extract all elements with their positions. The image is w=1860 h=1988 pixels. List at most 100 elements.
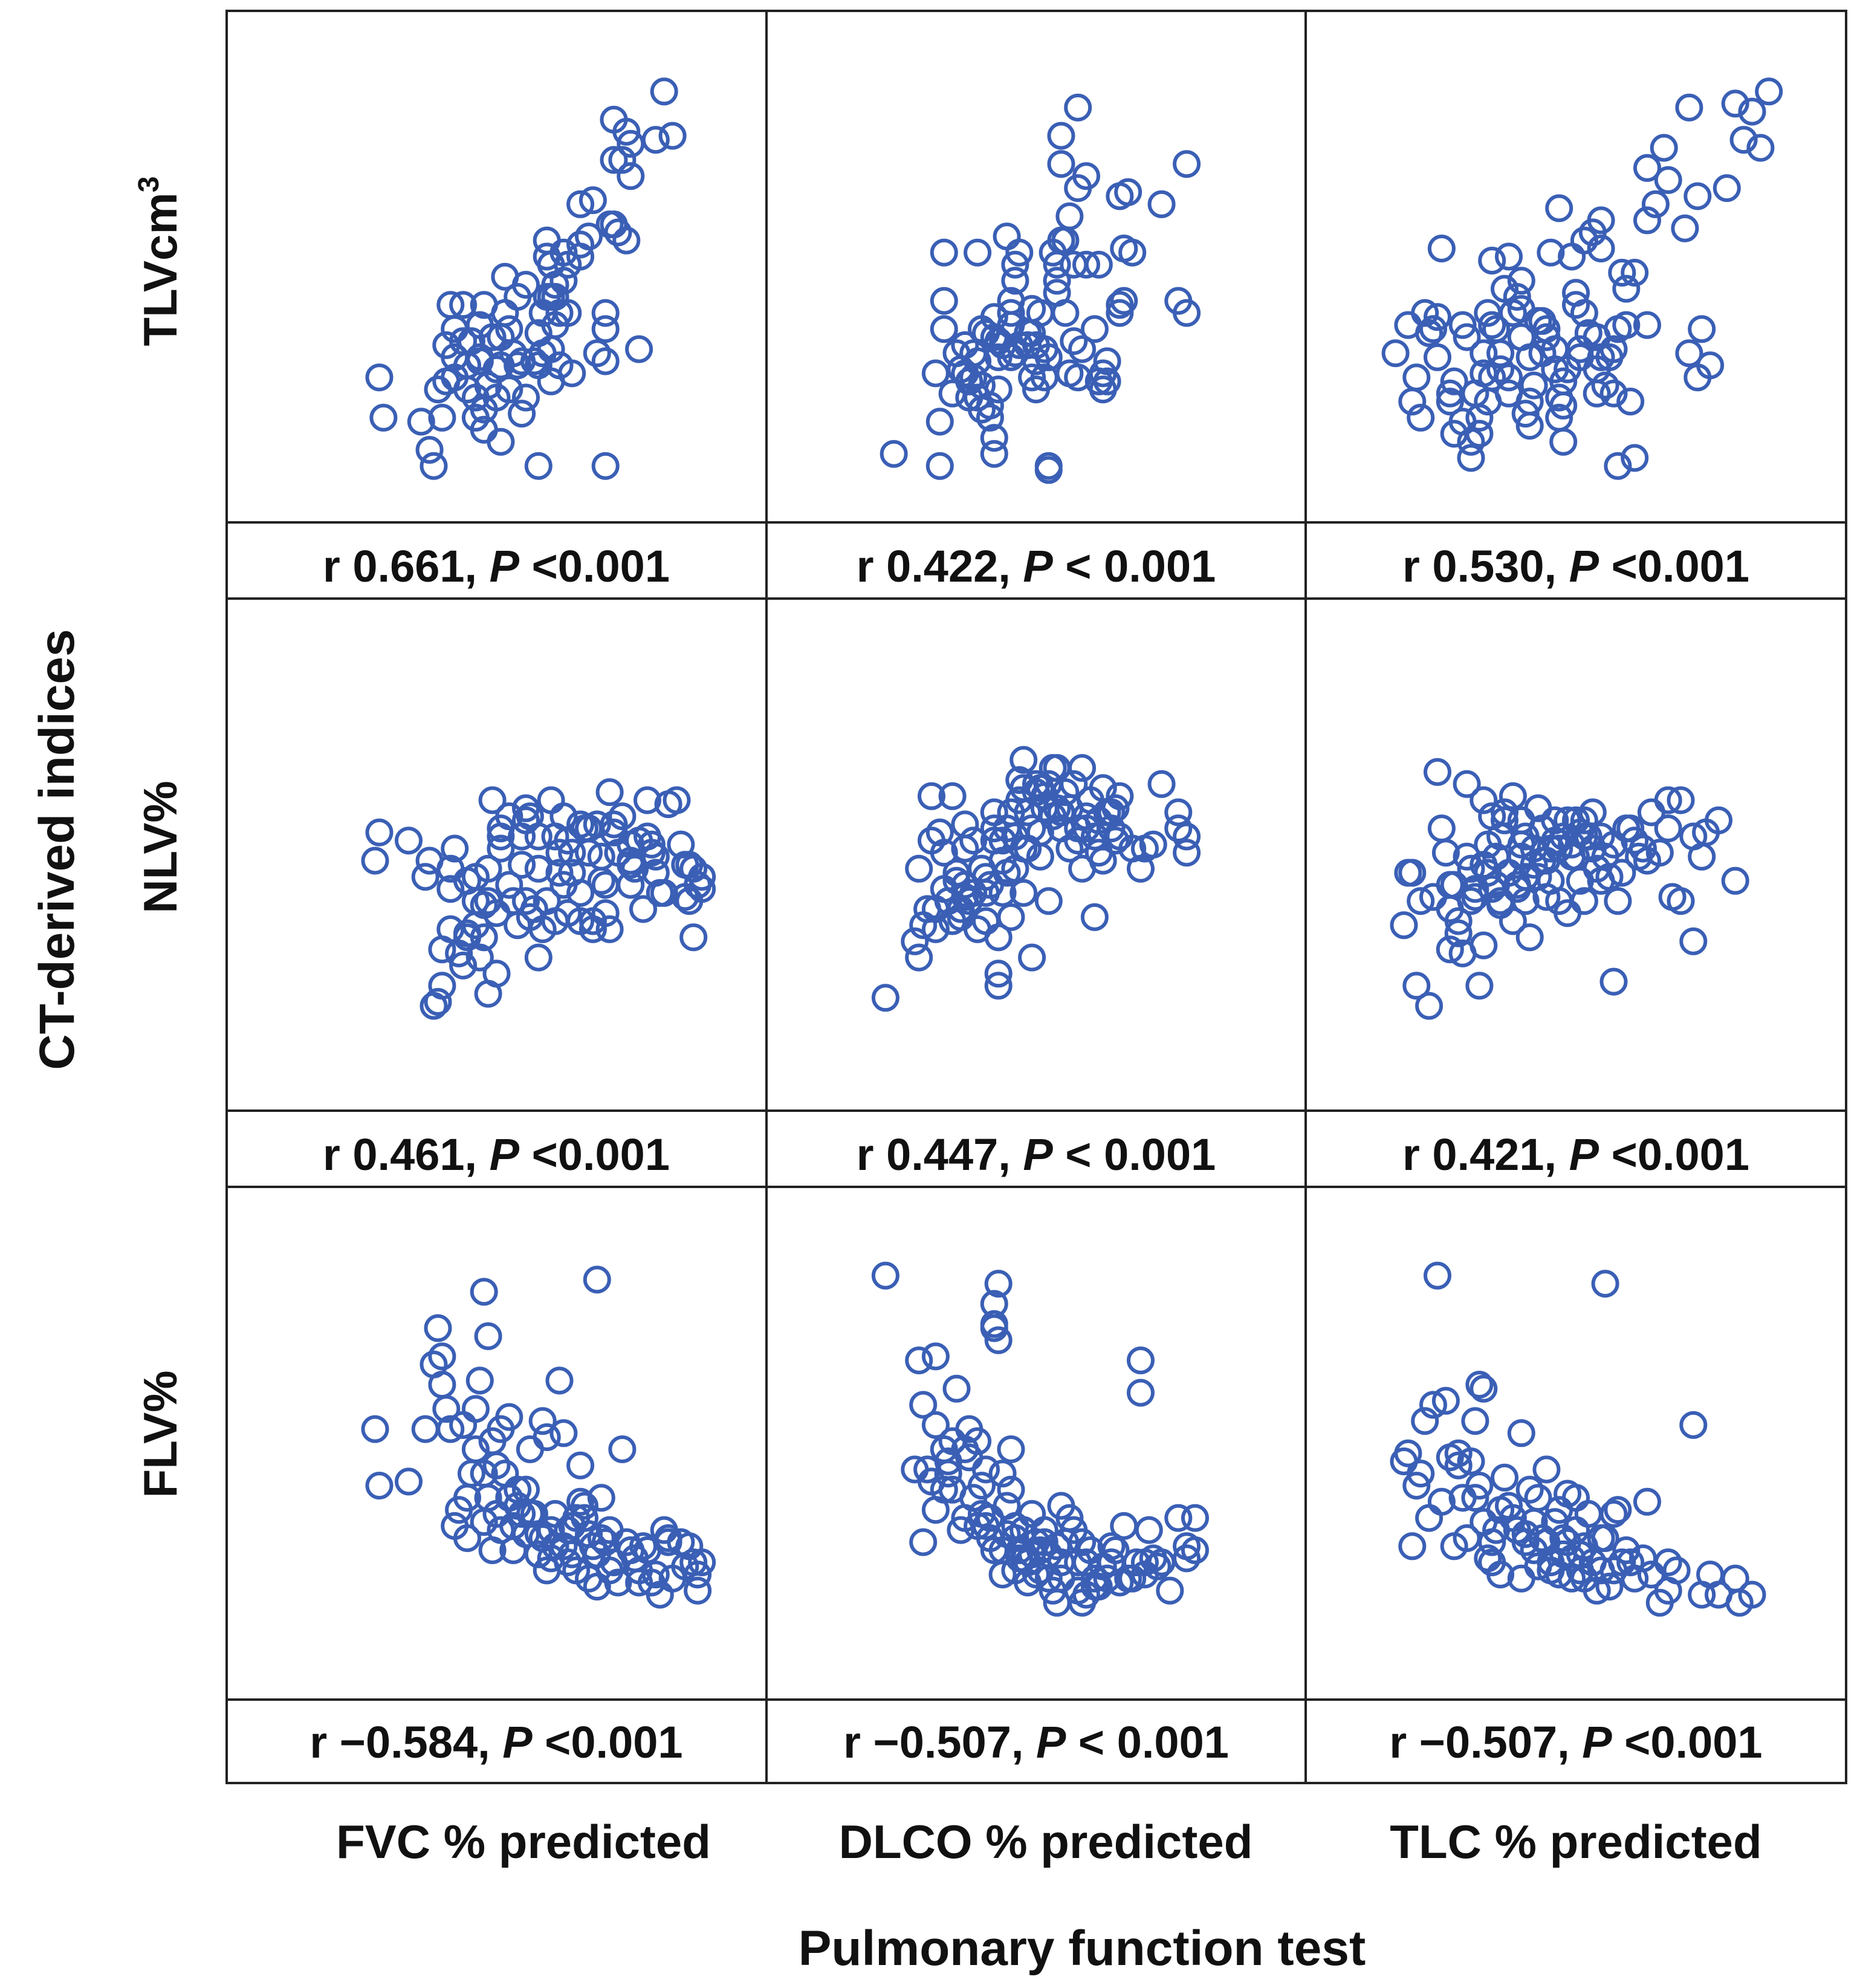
data-point: [578, 186, 607, 215]
data-point: [1679, 1411, 1708, 1439]
data-point: [1018, 363, 1046, 392]
data-point: [1583, 379, 1611, 408]
data-point: [909, 1528, 938, 1556]
data-point: [595, 778, 624, 807]
data-point: [1465, 972, 1494, 1000]
data-point: [1181, 1536, 1209, 1564]
data-point: [1014, 331, 1042, 359]
data-point: [1127, 1379, 1155, 1407]
stat-label: r 0.421, P <0.001: [1402, 1129, 1749, 1180]
data-point: [1578, 798, 1607, 827]
col-label-dlco: DLCO % predicted: [839, 1815, 1253, 1868]
data-point: [365, 818, 394, 846]
data-point: [465, 1366, 494, 1395]
data-point: [1072, 250, 1100, 279]
data-point: [1583, 1576, 1611, 1605]
data-point: [420, 452, 448, 480]
data-point: [1713, 174, 1741, 203]
data-point: [925, 408, 954, 436]
data-point: [395, 827, 423, 855]
data-point: [1080, 903, 1109, 931]
data-point: [369, 403, 398, 432]
data-point: [1440, 367, 1468, 395]
data-point: [512, 887, 540, 915]
data-point: [1457, 444, 1485, 472]
stat-label: r −0.584, P <0.001: [309, 1717, 682, 1767]
data-point: [533, 1423, 561, 1451]
data-point: [1608, 859, 1636, 887]
data-point: [612, 226, 641, 255]
data-point: [637, 830, 666, 859]
row-label-tlv: TLVcm3: [133, 177, 187, 346]
data-point: [474, 1322, 502, 1350]
data-point: [1511, 887, 1540, 915]
data-point: [905, 854, 933, 883]
data-point: [482, 1451, 511, 1480]
data-point: [1721, 866, 1749, 895]
data-point: [1461, 1407, 1489, 1435]
data-point: [641, 1561, 670, 1589]
data-point: [951, 834, 979, 863]
data-point: [650, 77, 678, 106]
data-point: [1650, 134, 1678, 162]
data-point: [625, 1568, 653, 1597]
data-point: [1444, 919, 1473, 947]
data-point: [1599, 379, 1628, 408]
data-point: [938, 782, 967, 810]
scatter-panel-flv-tlc: [1390, 1261, 1766, 1617]
data-point: [1591, 371, 1619, 400]
data-point: [1604, 887, 1632, 915]
data-point: [1055, 202, 1084, 230]
data-point: [1495, 1492, 1523, 1520]
data-point: [1491, 1463, 1518, 1492]
data-point: [1097, 798, 1126, 827]
data-point: [424, 1314, 452, 1342]
data-point: [428, 972, 456, 1000]
data-point: [566, 230, 595, 259]
data-point: [591, 899, 620, 927]
data-point: [566, 1487, 595, 1516]
data-point: [1621, 444, 1649, 472]
data-point: [600, 146, 628, 174]
data-point: [591, 299, 620, 327]
data-point: [1499, 907, 1527, 935]
y-axis-title: CT-derived indices: [30, 629, 85, 1070]
data-point: [504, 351, 532, 380]
data-point: [1537, 238, 1565, 267]
data-point: [583, 339, 611, 368]
data-point: [587, 866, 615, 895]
data-point: [625, 335, 653, 363]
scatter-panel-nlv-tlc: [1390, 758, 1749, 1020]
data-point: [1436, 935, 1464, 964]
data-point: [909, 1391, 938, 1419]
data-point: [495, 1403, 523, 1431]
data-point: [528, 1407, 557, 1435]
data-point: [1034, 456, 1063, 484]
data-point: [1696, 351, 1725, 380]
x-axis-title: Pulmonary function test: [799, 1921, 1366, 1976]
stat-label: r 0.447, P < 0.001: [857, 1129, 1216, 1180]
data-point: [617, 871, 645, 899]
data-point: [964, 1427, 992, 1455]
data-point: [1457, 427, 1485, 456]
data-point: [575, 223, 603, 251]
data-point: [474, 854, 502, 883]
data-point: [449, 291, 478, 319]
data-point: [1064, 93, 1092, 122]
data-point: [415, 436, 444, 464]
col-label-fvc: FVC % predicted: [336, 1815, 711, 1868]
scatter-panel-tlv-tlc: [1381, 77, 1783, 480]
data-point: [1164, 1504, 1193, 1532]
data-point: [1599, 967, 1628, 996]
data-point: [487, 427, 515, 456]
data-point: [566, 879, 595, 907]
data-point: [512, 271, 540, 299]
data-point: [964, 238, 992, 267]
data-point: [980, 1310, 1008, 1338]
data-point: [984, 972, 1013, 1000]
data-point: [1549, 391, 1578, 420]
data-point: [997, 1435, 1025, 1463]
data-point: [1106, 291, 1134, 319]
data-point: [1431, 839, 1460, 867]
data-point: [1675, 93, 1703, 122]
